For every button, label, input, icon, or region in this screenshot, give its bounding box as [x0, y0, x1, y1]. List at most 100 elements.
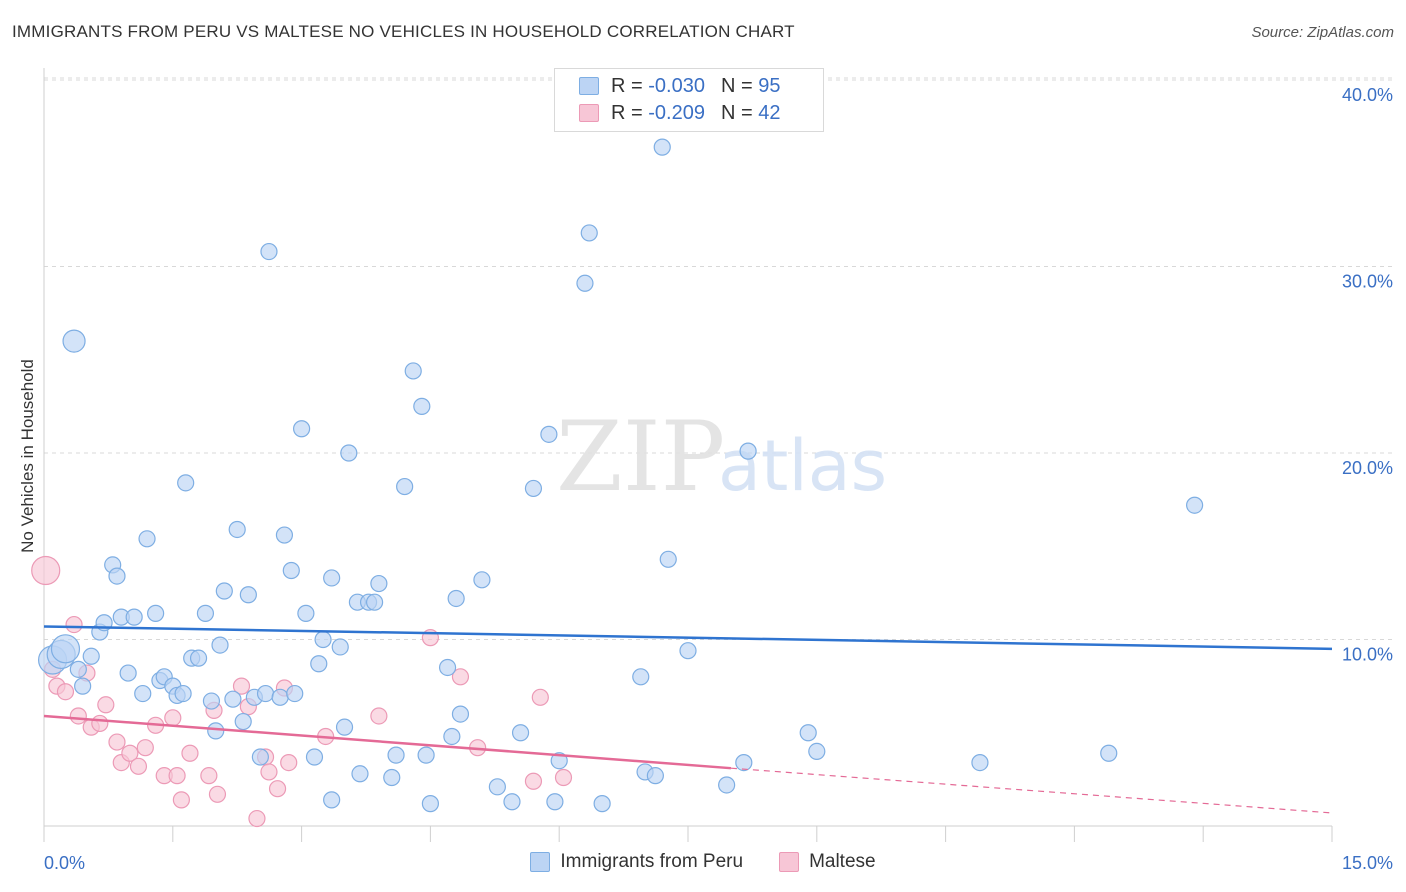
- peru-point: [511, 724, 530, 742]
- peru-point: [286, 684, 304, 703]
- peru-point: [503, 793, 521, 811]
- peru-point: [365, 593, 384, 611]
- legend-item-maltese[interactable]: Maltese: [779, 851, 876, 873]
- maltese-point: [91, 714, 109, 733]
- peru-point: [735, 753, 753, 772]
- peru-r-value: -0.030: [648, 74, 705, 97]
- peru-r-label: R =: [611, 74, 649, 97]
- peru-point: [632, 668, 650, 686]
- maltese-r-label: R =: [611, 101, 649, 124]
- peru-swatch: [579, 77, 599, 95]
- peru-point: [576, 274, 594, 292]
- peru-point: [82, 647, 100, 665]
- peru-point: [580, 224, 598, 242]
- peru-point: [646, 767, 664, 785]
- peru-point: [297, 604, 315, 622]
- chart-title: IMMIGRANTS FROM PERU VS MALTESE NO VEHIC…: [12, 22, 795, 41]
- maltese-point: [129, 757, 148, 775]
- legend-peru-label: Immigrants from Peru: [560, 851, 744, 872]
- peru-point: [138, 530, 156, 548]
- y-tick-label: 20.0%: [1342, 458, 1393, 478]
- maltese-point: [121, 744, 139, 762]
- peru-trend-line: [43, 625, 1333, 651]
- peru-point: [799, 724, 817, 742]
- maltese-point: [172, 791, 190, 809]
- peru-n-label: N =: [720, 74, 759, 97]
- peru-point: [447, 589, 465, 608]
- peru-point: [679, 642, 697, 660]
- source-label: Source: ZipAtlas.com: [1251, 24, 1394, 41]
- peru-point: [147, 604, 165, 622]
- peru-point: [196, 604, 215, 622]
- maltese-trend-line: [43, 714, 732, 770]
- peru-point: [808, 742, 826, 761]
- legend-maltese-label: Maltese: [809, 851, 876, 872]
- maltese-point: [136, 739, 154, 757]
- watermark-atlas: atlas: [718, 425, 887, 507]
- maltese-point: [200, 767, 218, 785]
- peru-point: [451, 705, 470, 723]
- legend-item-peru[interactable]: Immigrants from Peru: [530, 851, 743, 873]
- peru-point: [540, 425, 558, 443]
- peru-points: [37, 138, 1204, 813]
- peru-point: [1100, 744, 1118, 762]
- peru-point: [1186, 496, 1204, 514]
- watermark-zip: ZIP: [556, 401, 725, 513]
- peru-point: [593, 795, 611, 813]
- peru-point: [473, 571, 491, 589]
- peru-point: [74, 677, 92, 695]
- peru-point: [387, 746, 405, 764]
- maltese-point: [451, 668, 470, 686]
- peru-point: [108, 567, 126, 585]
- peru-point: [260, 242, 278, 261]
- peru-point: [971, 753, 989, 772]
- peru-point: [310, 655, 328, 673]
- peru-point: [488, 778, 506, 796]
- peru-point: [256, 684, 275, 703]
- peru-point: [417, 746, 435, 764]
- peru-point: [335, 718, 354, 736]
- maltese-point: [168, 767, 186, 785]
- peru-point: [396, 477, 414, 496]
- peru-n-value: 95: [758, 74, 781, 97]
- peru-point: [215, 582, 233, 600]
- maltese-n-label: N =: [720, 101, 759, 124]
- peru-point: [351, 765, 369, 783]
- peru-point: [202, 692, 221, 710]
- peru-point: [293, 420, 311, 438]
- x-axis-ticks: [43, 826, 1333, 842]
- peru-point: [234, 712, 252, 731]
- peru-point: [331, 638, 349, 656]
- maltese-point: [280, 753, 298, 772]
- peru-point: [119, 664, 137, 682]
- maltese-point: [370, 707, 388, 725]
- maltese-point: [97, 696, 115, 714]
- peru-point: [550, 752, 568, 770]
- peru-point: [438, 658, 457, 677]
- peru-point: [524, 479, 543, 498]
- peru-point: [323, 791, 341, 809]
- peru-point: [659, 550, 677, 568]
- peru-point: [174, 684, 192, 703]
- peru-point: [546, 793, 564, 811]
- peru-point: [62, 329, 86, 353]
- maltese-point: [268, 780, 287, 798]
- maltese-point: [232, 677, 251, 695]
- y-tick-labels: 10.0% 20.0% 30.0% 40.0%: [1342, 85, 1393, 665]
- peru-point: [653, 138, 671, 156]
- peru-point: [370, 574, 388, 593]
- maltese-point: [554, 768, 573, 787]
- maltese-trend-extension: [730, 767, 1333, 814]
- maltese-point: [69, 707, 87, 725]
- legend-maltese-swatch: [779, 852, 800, 872]
- y-tick-label: 10.0%: [1342, 645, 1393, 665]
- maltese-point: [164, 709, 182, 727]
- peru-point: [323, 569, 341, 587]
- peru-point: [443, 727, 461, 746]
- peru-point: [207, 722, 225, 740]
- maltese-point: [108, 733, 126, 751]
- series-legend: Immigrants from Peru Maltese: [0, 851, 1406, 873]
- maltese-swatch: [579, 104, 599, 122]
- trend-lines: [43, 625, 1333, 814]
